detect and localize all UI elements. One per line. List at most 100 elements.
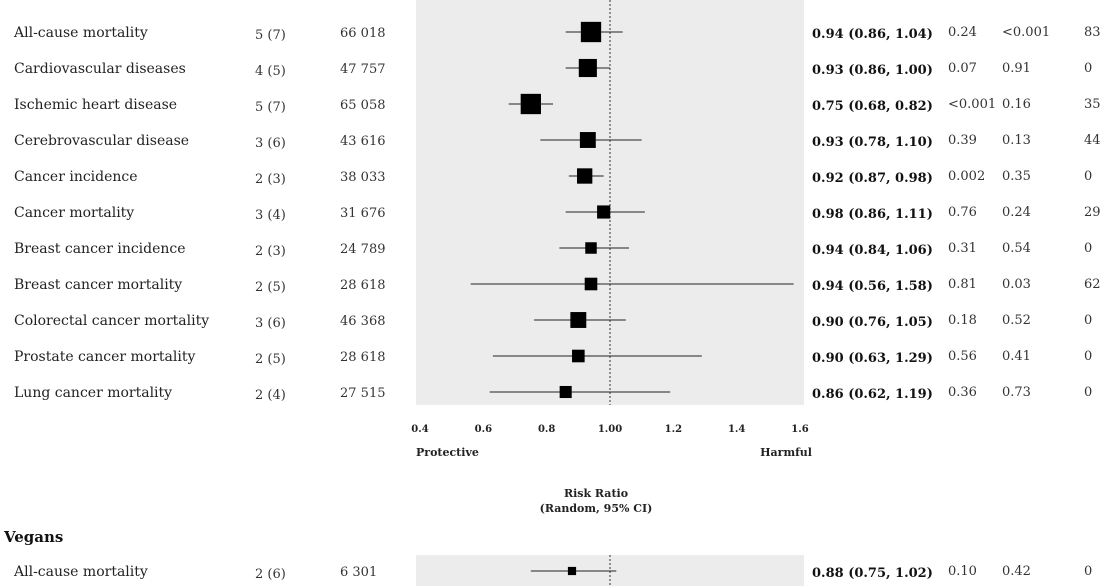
point-estimate-marker (559, 385, 572, 399)
p-value-heterogeneity: 0.35 (1002, 169, 1031, 184)
participants-count: 43 616 (340, 134, 386, 149)
participants-count: 38 033 (340, 170, 386, 185)
forest-row: Ischemic heart disease 5 (7) 65 058 0.75 (0… (14, 93, 1101, 115)
i-squared: 0 (1084, 349, 1092, 364)
estimate-ci-text: 0.93 (0.78, 1.10) (812, 135, 933, 150)
i-squared: 62 (1084, 277, 1101, 292)
forest-rows: All-cause mortality 5 (7) 66 018 0.94 (0.86… (13, 21, 1101, 582)
point-estimate-marker (585, 242, 597, 254)
forest-row: Cancer incidence 2 (3) 38 033 0.92 (0.87, 0… (14, 168, 1092, 187)
p-value-heterogeneity: 0.03 (1002, 277, 1031, 292)
i-squared: 0 (1084, 61, 1092, 76)
participants-count: 46 368 (340, 314, 386, 329)
p-value-effect: 0.10 (948, 564, 977, 579)
studies-count: 3 (6) (255, 316, 286, 331)
i-squared: 0 (1084, 169, 1092, 184)
forest-row: Breast cancer mortality 2 (5) 28 618 0.94 (… (14, 277, 1101, 295)
p-value-effect: 0.36 (948, 385, 977, 400)
x-tick-label: 0.8 (538, 424, 555, 435)
participants-count: 28 618 (340, 278, 386, 293)
point-estimate-marker (578, 58, 597, 78)
p-value-effect: 0.39 (948, 133, 977, 148)
point-estimate-marker (567, 566, 577, 576)
outcome-label: Cardiovascular diseases (14, 61, 186, 77)
direction-label-protective: Protective (416, 446, 479, 459)
point-estimate-marker (579, 132, 596, 148)
estimate-ci-text: 0.92 (0.87, 0.98) (812, 171, 933, 186)
studies-count: 5 (7) (255, 100, 286, 115)
forest-row: All-cause mortality 2 (6) 6 301 0.88 (0.75,… (13, 564, 1092, 582)
p-value-effect: 0.07 (948, 61, 977, 76)
point-estimate-marker (597, 205, 611, 219)
point-estimate-marker (576, 168, 593, 184)
x-axis-subtitle: (Random, 95% CI) (540, 502, 653, 515)
outcome-label: Breast cancer mortality (14, 277, 182, 293)
group-heading-1: Vegans (3, 528, 63, 546)
studies-count: 2 (4) (255, 388, 286, 403)
forest-row: Cardiovascular diseases 4 (5) 47 757 0.93 (… (14, 58, 1092, 79)
studies-count: 2 (5) (255, 352, 286, 367)
p-value-effect: 0.002 (948, 169, 985, 184)
outcome-label: Ischemic heart disease (14, 97, 177, 113)
estimate-ci-text: 0.94 (0.84, 1.06) (812, 243, 933, 258)
p-value-heterogeneity: 0.42 (1002, 564, 1031, 579)
outcome-label: Colorectal cancer mortality (14, 313, 209, 329)
participants-count: 47 757 (340, 62, 386, 77)
i-squared: 44 (1084, 133, 1101, 148)
forest-row: Colorectal cancer mortality 3 (6) 46 368 0.… (14, 312, 1092, 331)
outcome-label: All-cause mortality (13, 564, 148, 580)
direction-label-harmful: Harmful (760, 446, 812, 459)
p-value-heterogeneity: 0.54 (1002, 241, 1031, 256)
estimate-ci-text: 0.93 (0.86, 1.00) (812, 63, 933, 78)
studies-count: 4 (5) (255, 64, 286, 79)
x-tick-label: 0.4 (411, 424, 428, 435)
estimate-ci-text: 0.98 (0.86, 1.11) (812, 207, 933, 222)
participants-count: 24 789 (340, 242, 386, 257)
forest-row: Cerebrovascular disease 3 (6) 43 616 0.93 (… (14, 132, 1101, 151)
p-value-effect: 0.56 (948, 349, 977, 364)
p-value-effect: 0.24 (948, 25, 977, 40)
participants-count: 65 058 (340, 98, 386, 113)
x-axis-title: Risk Ratio (564, 487, 628, 500)
point-estimate-marker (570, 312, 587, 328)
forest-row: Prostate cancer mortality 2 (5) 28 618 0.90… (14, 349, 1092, 367)
i-squared: 0 (1084, 385, 1092, 400)
i-squared: 0 (1084, 564, 1092, 579)
i-squared: 0 (1084, 241, 1092, 256)
estimate-ci-text: 0.94 (0.86, 1.04) (812, 27, 933, 42)
p-value-effect: 0.31 (948, 241, 977, 256)
x-axis: Protective Harmful Risk Ratio (Random, 9… (411, 424, 812, 515)
participants-count: 66 018 (340, 26, 386, 41)
forest-row: Lung cancer mortality 2 (4) 27 515 0.86 (0.… (14, 385, 1092, 403)
participants-count: 6 301 (340, 565, 377, 580)
point-estimate-marker (580, 21, 602, 43)
estimate-ci-text: 0.75 (0.68, 0.82) (812, 99, 933, 114)
p-value-heterogeneity: 0.91 (1002, 61, 1031, 76)
outcome-label: Cancer mortality (14, 205, 134, 221)
x-tick-label: 0.6 (475, 424, 492, 435)
p-value-heterogeneity: 0.41 (1002, 349, 1031, 364)
p-value-heterogeneity: 0.73 (1002, 385, 1031, 400)
point-estimate-marker (572, 349, 585, 363)
studies-count: 2 (3) (255, 244, 286, 259)
forest-row: All-cause mortality 5 (7) 66 018 0.94 (0.86… (13, 21, 1101, 43)
x-tick-label: 1.00 (598, 424, 622, 435)
i-squared: 29 (1084, 205, 1101, 220)
x-tick-label: 1.6 (791, 424, 808, 435)
studies-count: 2 (5) (255, 280, 286, 295)
forest-row: Breast cancer incidence 2 (3) 24 789 0.94 (… (14, 241, 1092, 259)
p-value-heterogeneity: <0.001 (1002, 25, 1050, 40)
p-value-effect: <0.001 (948, 97, 996, 112)
p-value-heterogeneity: 0.24 (1002, 205, 1031, 220)
outcome-label: Prostate cancer mortality (14, 349, 195, 365)
estimate-ci-text: 0.90 (0.63, 1.29) (812, 351, 933, 366)
i-squared: 83 (1084, 25, 1101, 40)
i-squared: 35 (1084, 97, 1101, 112)
participants-count: 28 618 (340, 350, 386, 365)
p-value-effect: 0.76 (948, 205, 977, 220)
studies-count: 2 (3) (255, 172, 286, 187)
estimate-ci-text: 0.86 (0.62, 1.19) (812, 387, 933, 402)
studies-count: 3 (6) (255, 136, 286, 151)
x-tick-label: 1.2 (665, 424, 682, 435)
